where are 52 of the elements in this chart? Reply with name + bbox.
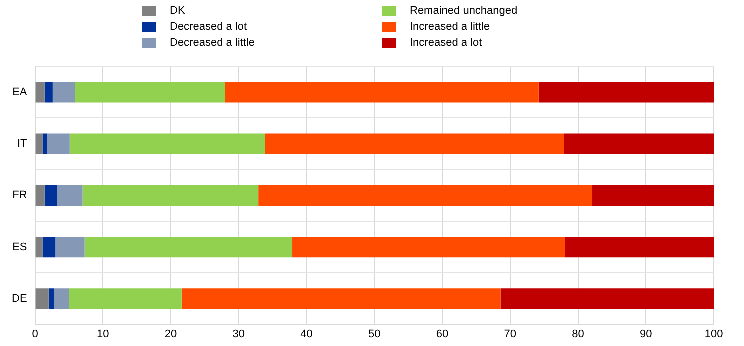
x-tick-label: 40: [300, 328, 313, 340]
bar: [182, 288, 501, 310]
bar: [42, 134, 48, 154]
bar: [48, 288, 54, 310]
x-tick-label: 70: [504, 328, 517, 340]
bar: [54, 288, 70, 310]
bar: [36, 82, 45, 103]
bar: [500, 288, 714, 310]
bar: [70, 134, 266, 154]
bar: [48, 134, 70, 154]
y-tick-label: ES: [12, 241, 28, 254]
y-tick-label: FR: [12, 190, 28, 202]
bar: [564, 134, 714, 154]
x-tick-label: 10: [97, 328, 110, 340]
legend-label: Remained unchanged: [410, 5, 518, 17]
legend-label: Increased a lot: [410, 37, 482, 49]
legend-label: DK: [170, 5, 186, 17]
y-tick-label: DE: [12, 293, 28, 306]
x-tick-label: 30: [232, 328, 246, 340]
bar: [75, 82, 226, 103]
y-tick-label: EA: [12, 86, 28, 98]
x-tick-label: 20: [164, 328, 178, 340]
x-tick-label: 80: [572, 328, 584, 340]
legend-label: Increased a little: [410, 21, 490, 33]
x-tick-label: 90: [640, 328, 652, 340]
bar: [36, 288, 49, 310]
legend-label: Decreased a little: [170, 37, 255, 49]
bar: [538, 82, 714, 103]
bar: [292, 237, 566, 258]
bar: [44, 185, 57, 206]
bar: [592, 185, 714, 206]
bar: [82, 185, 259, 206]
bar: [565, 237, 714, 258]
y-tick-label: IT: [18, 138, 28, 150]
bar: [69, 288, 182, 310]
bar: [36, 134, 43, 154]
bar: [36, 185, 45, 206]
bar: [56, 237, 85, 258]
legend-label: Decreased a lot: [170, 21, 248, 33]
bar: [36, 237, 43, 258]
x-tick-label: 0: [32, 328, 38, 340]
x-tick-label: 60: [436, 328, 449, 340]
bar: [258, 185, 593, 206]
bar: [44, 82, 53, 103]
bar: [52, 82, 76, 103]
bar: [42, 237, 56, 258]
x-tick-label: 100: [704, 328, 724, 340]
x-tick-label: 50: [368, 328, 381, 340]
bar: [225, 82, 539, 103]
bar: [265, 134, 564, 154]
bar: [84, 237, 293, 258]
bar: [57, 185, 83, 206]
